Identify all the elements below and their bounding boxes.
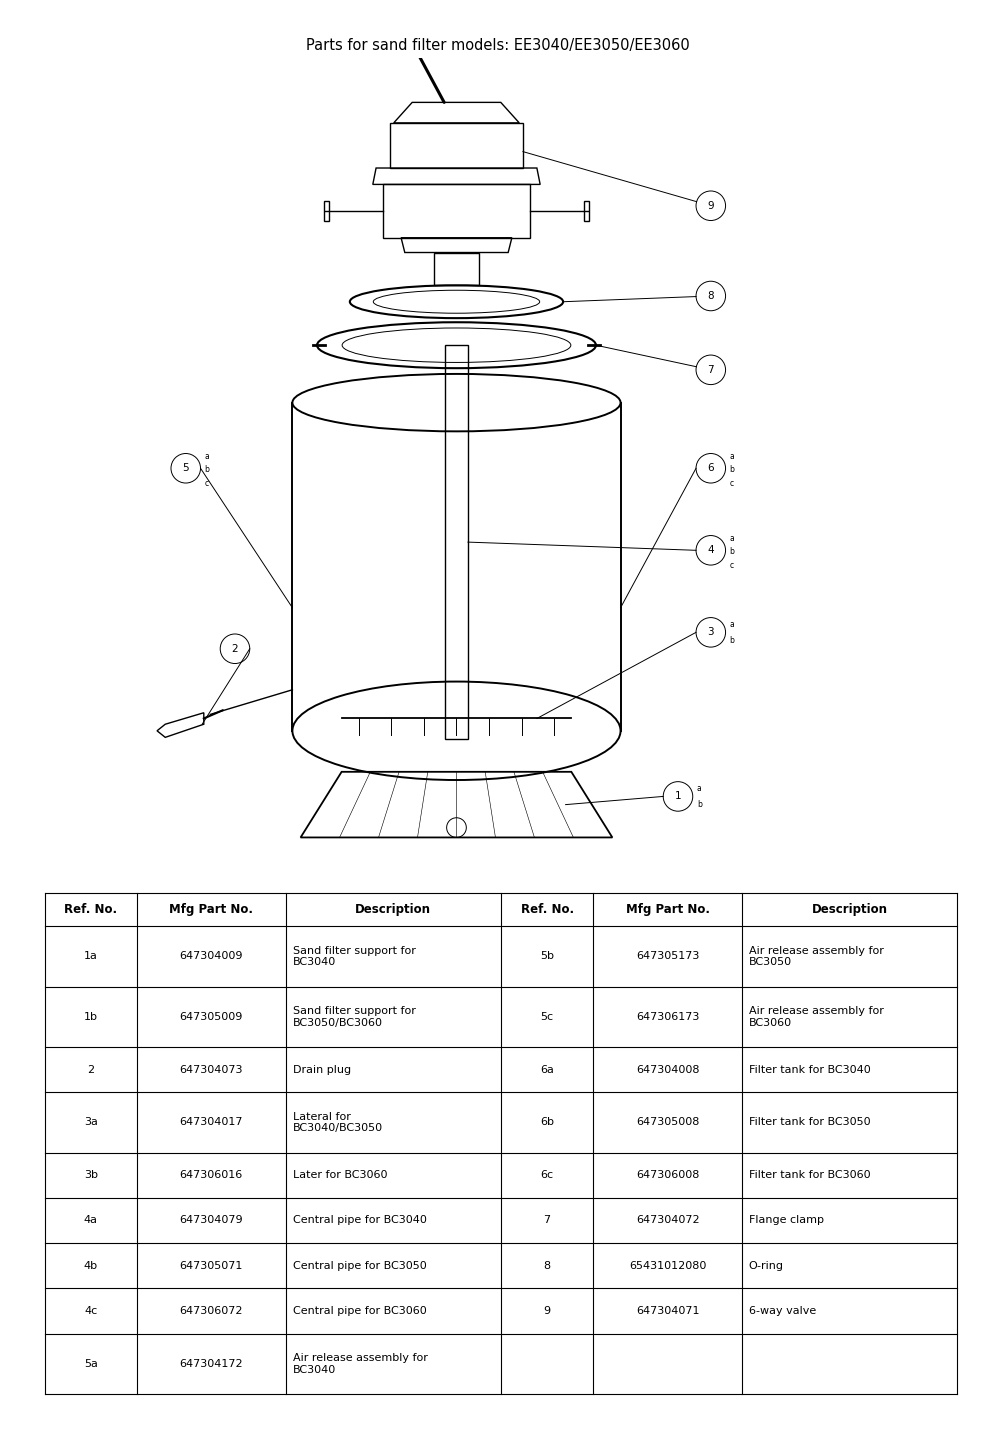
Text: 5c: 5c (540, 1012, 553, 1022)
Text: 5b: 5b (540, 951, 554, 961)
Text: Air release assembly for
BC3060: Air release assembly for BC3060 (748, 1006, 883, 1028)
Text: Description: Description (355, 903, 431, 916)
Text: c: c (205, 479, 209, 488)
Text: 647304072: 647304072 (635, 1215, 699, 1225)
Text: Ref. No.: Ref. No. (520, 903, 574, 916)
Text: Sand filter support for
BC3040: Sand filter support for BC3040 (292, 945, 415, 967)
Text: 6-way valve: 6-way valve (748, 1305, 815, 1316)
Text: Central pipe for BC3040: Central pipe for BC3040 (292, 1215, 426, 1225)
Text: 6c: 6c (540, 1170, 553, 1180)
Text: a: a (729, 534, 734, 543)
Text: 1b: 1b (83, 1012, 97, 1022)
Text: 4c: 4c (84, 1305, 97, 1316)
Text: 9: 9 (543, 1305, 550, 1316)
Text: 647304172: 647304172 (179, 1359, 243, 1369)
Text: 647305008: 647305008 (635, 1118, 699, 1127)
Text: Filter tank for BC3040: Filter tank for BC3040 (748, 1064, 870, 1074)
Text: Later for BC3060: Later for BC3060 (292, 1170, 387, 1180)
Text: 647304008: 647304008 (635, 1064, 699, 1074)
Text: a: a (696, 784, 701, 793)
Text: 3b: 3b (83, 1170, 97, 1180)
Text: c: c (729, 479, 733, 488)
Text: 647305173: 647305173 (635, 951, 699, 961)
Text: 2: 2 (232, 643, 238, 653)
Text: Lateral for
BC3040/BC3050: Lateral for BC3040/BC3050 (292, 1112, 383, 1133)
Text: Filter tank for BC3050: Filter tank for BC3050 (748, 1118, 870, 1127)
Text: 7: 7 (543, 1215, 550, 1225)
Text: 6a: 6a (540, 1064, 554, 1074)
Text: b: b (696, 800, 701, 809)
Text: 647305071: 647305071 (180, 1260, 243, 1270)
Text: 647306173: 647306173 (635, 1012, 699, 1022)
Text: b: b (729, 466, 734, 475)
Text: 647304017: 647304017 (180, 1118, 243, 1127)
Text: 6b: 6b (540, 1118, 554, 1127)
Text: 5a: 5a (83, 1359, 97, 1369)
Text: 647306016: 647306016 (180, 1170, 243, 1180)
Text: Description: Description (811, 903, 887, 916)
Text: 9: 9 (707, 200, 714, 211)
Text: 5: 5 (182, 463, 189, 473)
Text: 647304073: 647304073 (180, 1064, 243, 1074)
Text: O-ring: O-ring (748, 1260, 783, 1270)
Text: Sand filter support for
BC3050/BC3060: Sand filter support for BC3050/BC3060 (292, 1006, 415, 1028)
Text: b: b (205, 466, 210, 475)
Text: Central pipe for BC3050: Central pipe for BC3050 (292, 1260, 426, 1270)
Text: Flange clamp: Flange clamp (748, 1215, 823, 1225)
Text: 647304071: 647304071 (635, 1305, 699, 1316)
Text: 1: 1 (674, 791, 681, 802)
Text: 1a: 1a (83, 951, 97, 961)
Text: a: a (205, 452, 209, 462)
Text: 647306072: 647306072 (180, 1305, 243, 1316)
Ellipse shape (403, 41, 422, 52)
Text: Filter tank for BC3060: Filter tank for BC3060 (748, 1170, 870, 1180)
Text: a: a (729, 620, 734, 629)
Text: 2: 2 (87, 1064, 94, 1074)
Text: b: b (729, 636, 734, 645)
Text: 3: 3 (707, 627, 714, 637)
Text: 65431012080: 65431012080 (628, 1260, 706, 1270)
Text: 4b: 4b (83, 1260, 97, 1270)
Text: Parts for sand filter models: EE3040/EE3050/EE3060: Parts for sand filter models: EE3040/EE3… (305, 38, 689, 52)
Text: 647304079: 647304079 (179, 1215, 243, 1225)
Text: 6: 6 (707, 463, 714, 473)
Text: 8: 8 (707, 290, 714, 301)
Text: c: c (729, 560, 733, 569)
Text: Mfg Part No.: Mfg Part No. (169, 903, 253, 916)
Text: Air release assembly for
BC3050: Air release assembly for BC3050 (748, 945, 883, 967)
Text: Ref. No.: Ref. No. (65, 903, 117, 916)
Text: 4a: 4a (83, 1215, 97, 1225)
Text: 7: 7 (707, 364, 714, 375)
Text: 647305009: 647305009 (180, 1012, 243, 1022)
Text: b: b (729, 547, 734, 556)
Text: 647304009: 647304009 (180, 951, 243, 961)
Text: Air release assembly for
BC3040: Air release assembly for BC3040 (292, 1353, 427, 1375)
Text: 4: 4 (707, 546, 714, 555)
Text: Mfg Part No.: Mfg Part No. (625, 903, 709, 916)
Text: Central pipe for BC3060: Central pipe for BC3060 (292, 1305, 426, 1316)
Text: 3a: 3a (83, 1118, 97, 1127)
Text: 647306008: 647306008 (635, 1170, 699, 1180)
Text: a: a (729, 452, 734, 462)
Text: Drain plug: Drain plug (292, 1064, 351, 1074)
Text: 8: 8 (543, 1260, 550, 1270)
